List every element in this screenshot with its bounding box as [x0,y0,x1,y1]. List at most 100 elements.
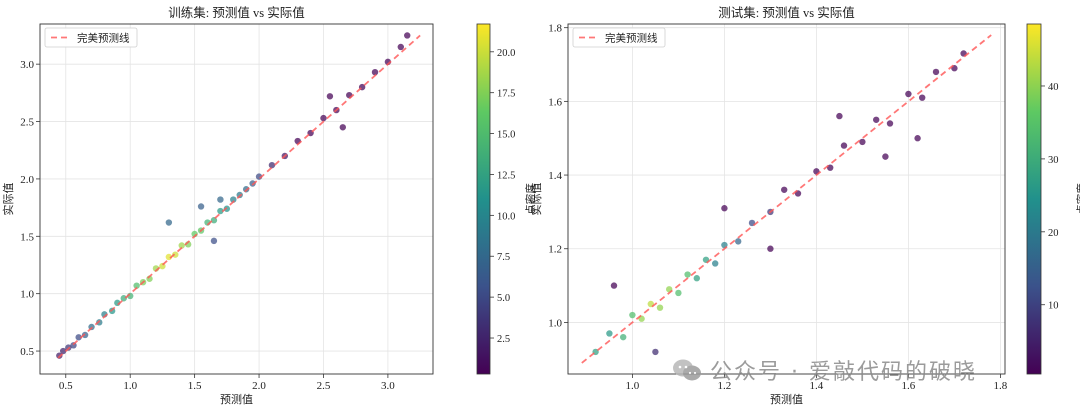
scatter-point [339,124,347,131]
colorbar-tick-label: 5.0 [497,293,510,304]
scatter-point [859,138,866,146]
perfect-prediction-line [57,34,421,359]
colorbar-tick-label: 20 [1048,228,1059,239]
scatter-point [217,196,224,203]
x-tick-label: 0.5 [59,380,73,392]
colorbar-tick-label: 10 [1048,301,1059,312]
scatter-point [165,219,173,226]
chart-panel-2: 1.0 1.2 1.4 1.6 1.8 1.0 1.2 1.4 1.6 1.8 测试集: 预测值 v… [529,5,1080,406]
legend-label: 完美预测线 [605,32,658,45]
x-tick-label: 1.6 [902,380,916,392]
scatter-point [675,289,682,297]
scatter-point [371,68,379,76]
scatter-point [652,348,659,356]
colorbar-tick-label: 15.0 [497,130,515,141]
x-tick-label: 1.0 [626,380,640,392]
scatter-point [59,347,67,355]
colorbar-tick-label: 40 [1048,82,1059,93]
scatter-point [767,245,774,252]
scatter-point [326,93,334,100]
scatter-point [656,304,664,311]
x-tick-label: 2.0 [252,380,266,392]
colorbar: 2.5 5.0 7.5 10.0 12.5 15.0 17.5 20.0 点密度 [476,23,537,375]
scatter-point [873,116,880,123]
y-tick-label: 1.6 [548,96,562,108]
scatter-point [268,161,276,169]
axes-frame [39,23,434,375]
scatter-point [914,135,921,142]
x-axis-label: 预测值 [220,393,253,406]
colorbar-gradient [476,23,491,375]
scatter-point [120,295,127,302]
axes-frame [567,23,1006,375]
scatter-point [404,32,411,39]
scatter-point [620,333,627,341]
colorbar-tick-label: 2.5 [497,334,510,345]
y-tick-label: 2.5 [20,117,34,129]
scatter-point [606,330,613,337]
y-tick-label: 0.5 [20,346,34,358]
scatter-point [75,334,82,341]
x-tick-label: 2.5 [317,380,331,392]
y-tick-label: 1.4 [548,170,562,182]
scatter-point [178,242,185,249]
legend-box [572,27,666,48]
legend: 完美预测线 [44,27,138,48]
scatter-point [840,142,848,149]
y-tick-label: 2.0 [20,174,34,186]
scatter-point [919,94,926,101]
perfect-prediction-line [581,34,992,364]
scatter-point [932,68,940,76]
scatter-point [905,90,912,98]
scatter-point [197,203,205,210]
x-tick-label: 1.4 [810,380,824,392]
chart-title: 训练集: 预测值 vs 实际值 [168,5,304,20]
x-tick-label: 3.0 [381,380,395,392]
scatter-point [693,275,700,282]
scatter-point [781,186,788,193]
colorbar-tick-label: 30 [1048,155,1059,166]
scatter-point [886,120,894,127]
scatter-point [217,207,224,215]
x-tick-label: 1.0 [123,380,137,392]
scatter-point [610,282,618,289]
chart-title: 测试集: 预测值 vs 实际值 [718,5,854,20]
scatter-point [397,43,404,51]
x-tick-label: 1.8 [994,380,1008,392]
colorbar-tick-label: 10.0 [497,211,515,222]
colorbar-label: 点密度 [524,183,537,215]
scatter-point [712,260,719,267]
y-axis-label: 实际值 [1,183,15,216]
y-tick-label: 3.0 [20,59,34,71]
y-tick-label: 1.0 [548,317,562,329]
x-tick-label: 1.2 [718,380,732,392]
legend: 完美预测线 [572,27,666,48]
colorbar: 10 20 30 40 点密度 [1026,23,1080,375]
y-tick-label: 1.0 [20,289,34,301]
scatter-point [721,205,728,212]
chart-panel-1: 0.5 1.0 1.5 2.0 2.5 3.0 0.5 1.0 1.5 2.0 2.5 3.0 训练集:… [1,5,537,406]
scatter-point [735,238,742,245]
colorbar-tick-label: 20.0 [497,48,515,59]
y-tick-label: 1.2 [548,244,562,256]
y-axis-label: 实际值 [529,183,543,216]
scatter-point [629,311,636,319]
colorbar-tick-label: 17.5 [497,89,515,100]
scatter-point [210,237,218,245]
scatter-point [320,114,327,122]
scatter-point [133,282,140,289]
scatter-point [836,112,843,120]
scatter-point [882,153,889,160]
x-tick-label: 1.5 [188,380,202,392]
colorbar-label: 点密度 [1075,183,1080,215]
legend-label: 完美预测线 [77,32,130,45]
y-tick-label: 1.5 [20,231,34,243]
scatter-point [230,196,237,203]
x-axis-label: 预测值 [770,393,803,406]
legend-box [44,27,138,48]
colorbar-tick-label: 12.5 [497,170,515,181]
scatter-point [684,271,691,278]
colorbar-gradient [1026,23,1042,375]
chart-panels: 0.5 1.0 1.5 2.0 2.5 3.0 0.5 1.0 1.5 2.0 2.5 3.0 训练集:… [1,5,1080,406]
